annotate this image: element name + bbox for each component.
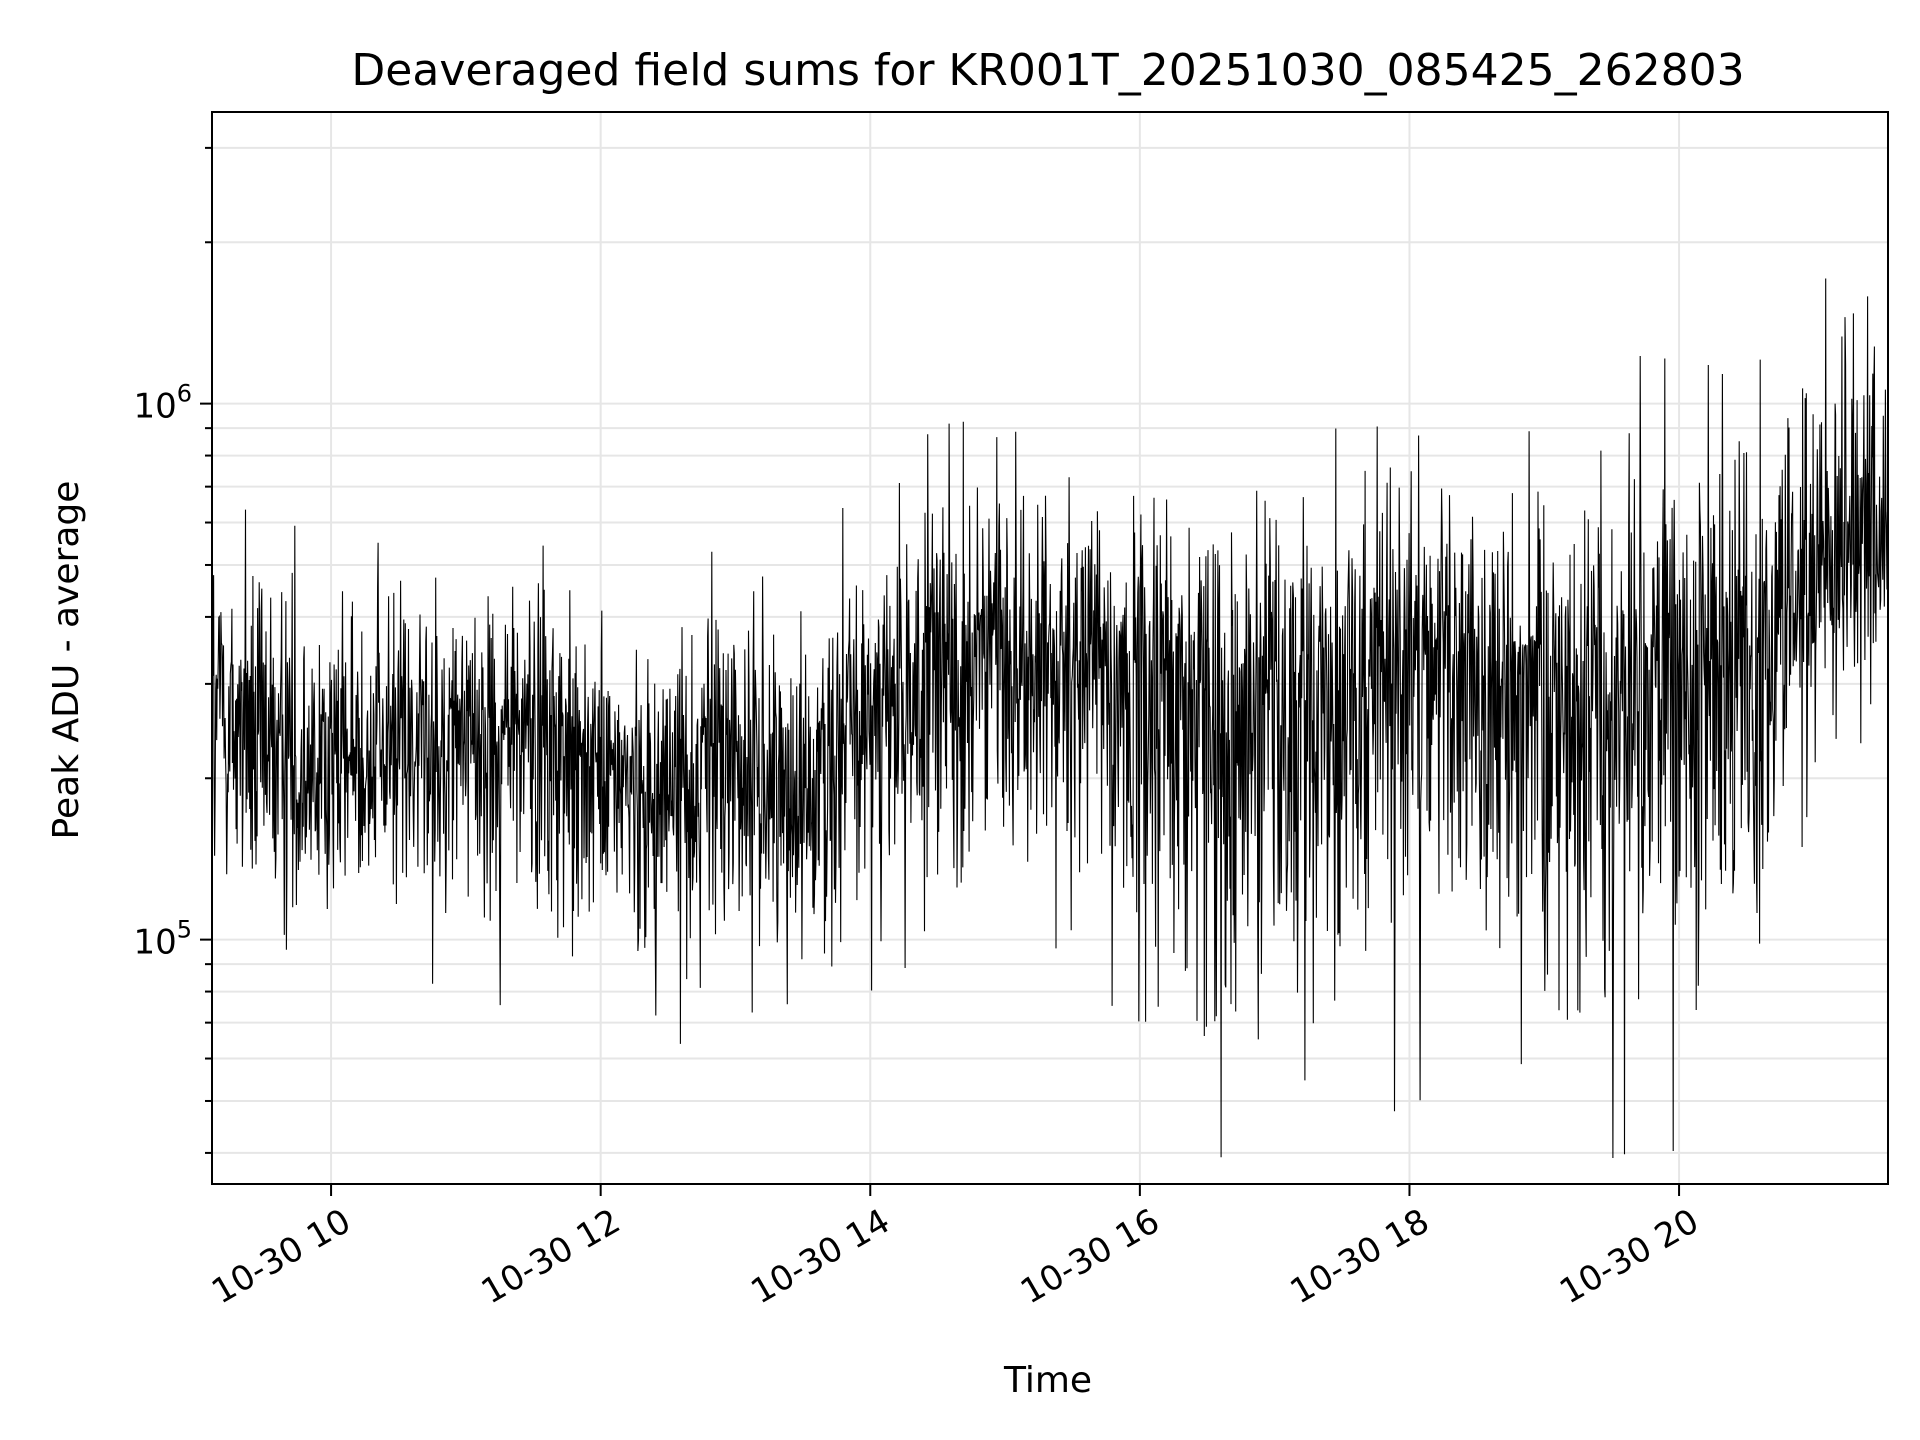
x-axis-label: Time [1003, 1360, 1092, 1401]
y-axis: 105 106 [133, 146, 212, 1154]
chart-title: Deaveraged field sums for KR001T_2025103… [351, 45, 1744, 96]
y-tick-label: 106 [133, 380, 192, 427]
plot-area-frame [211, 111, 1889, 1185]
y-tick-label: 105 [133, 916, 192, 963]
data-series [211, 278, 1889, 1159]
series-line [211, 278, 1889, 1159]
y-axis-label: Peak ADU - average [46, 481, 87, 840]
